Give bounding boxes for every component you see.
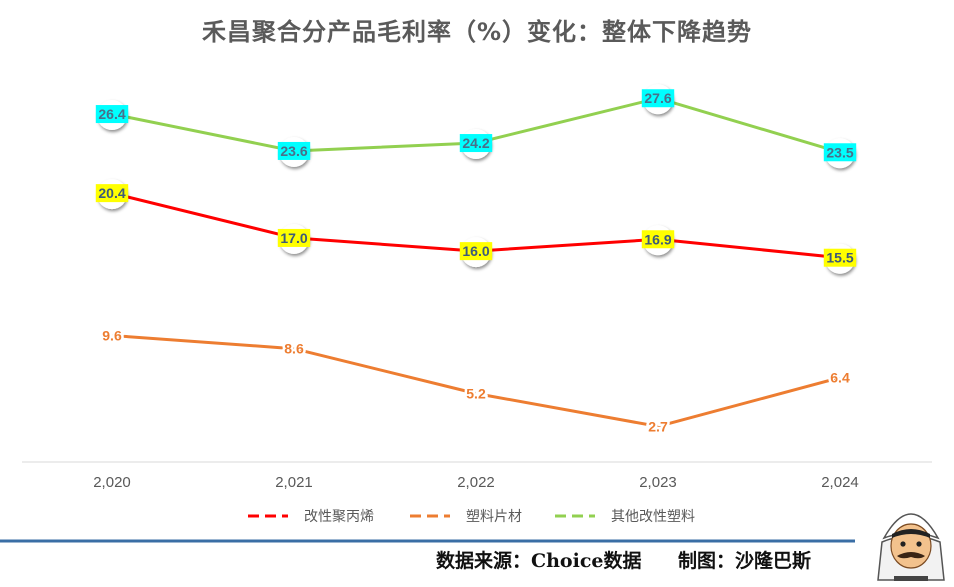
- data-label-bg: [459, 242, 493, 261]
- x-tick-labels: 2,020 2,021 2,022 2,023 2,024: [93, 474, 859, 491]
- legend-item: 其他改性塑料: [555, 509, 695, 525]
- legend-label: 塑料片材: [466, 509, 522, 525]
- legend-item: 塑料片材: [410, 509, 522, 525]
- legend-item: 改性聚丙烯: [248, 509, 374, 525]
- data-label: 20.4: [98, 185, 125, 201]
- data-label-bg: [277, 228, 311, 247]
- series-1: 9.6 8.6 5.2 2.7 6.4: [100, 325, 853, 437]
- x-tick-label: 2,020: [93, 474, 131, 491]
- data-label: 26.4: [98, 106, 125, 122]
- data-source-note: 数据来源：Choice数据: [436, 550, 642, 572]
- data-label: 15.5: [826, 250, 853, 266]
- chart-title: 禾昌聚合分产品毛利率（%）变化：整体下降趋势: [201, 18, 753, 46]
- x-tick-label: 2,023: [639, 474, 677, 491]
- series-0: 20.4 17.0 16.0 16.9 15.5: [95, 179, 857, 274]
- data-label-bg: [641, 230, 675, 249]
- x-tick-label: 2,021: [275, 474, 313, 491]
- series-2: 26.4 23.6 24.2 27.6 23.5: [95, 84, 857, 169]
- data-label: 6.4: [830, 370, 850, 386]
- data-label-bg: [823, 143, 857, 162]
- data-label: 23.5: [826, 144, 853, 160]
- data-label: 8.6: [284, 341, 304, 357]
- data-label: 9.6: [102, 327, 122, 343]
- legend-label: 其他改性塑料: [611, 509, 695, 525]
- data-label: 24.2: [462, 135, 489, 151]
- data-label: 17.0: [280, 230, 307, 246]
- mascot-avatar-icon: [877, 513, 945, 581]
- series-layer: 20.417.016.016.915.59.68.65.22.76.426.42…: [95, 84, 857, 437]
- legend: 改性聚丙烯 塑料片材 其他改性塑料: [248, 509, 695, 525]
- x-tick-label: 2,024: [821, 474, 859, 491]
- data-label-bg: [95, 105, 129, 124]
- data-label: 2.7: [648, 418, 668, 434]
- series-line: [111, 334, 841, 428]
- data-label-bg: [95, 184, 129, 203]
- x-tick-label: 2,022: [457, 474, 495, 491]
- data-label-bg: [641, 89, 675, 108]
- chart-credit: 制图：沙隆巴斯: [678, 550, 812, 572]
- data-label: 27.6: [644, 90, 671, 106]
- legend-label: 改性聚丙烯: [304, 509, 374, 525]
- data-label: 16.9: [644, 231, 671, 247]
- data-label-bg: [459, 134, 493, 153]
- data-label: 5.2: [466, 385, 486, 401]
- data-label: 23.6: [280, 143, 307, 159]
- data-label-bg: [823, 248, 857, 267]
- data-label: 16.0: [462, 243, 489, 259]
- data-label-bg: [277, 141, 311, 160]
